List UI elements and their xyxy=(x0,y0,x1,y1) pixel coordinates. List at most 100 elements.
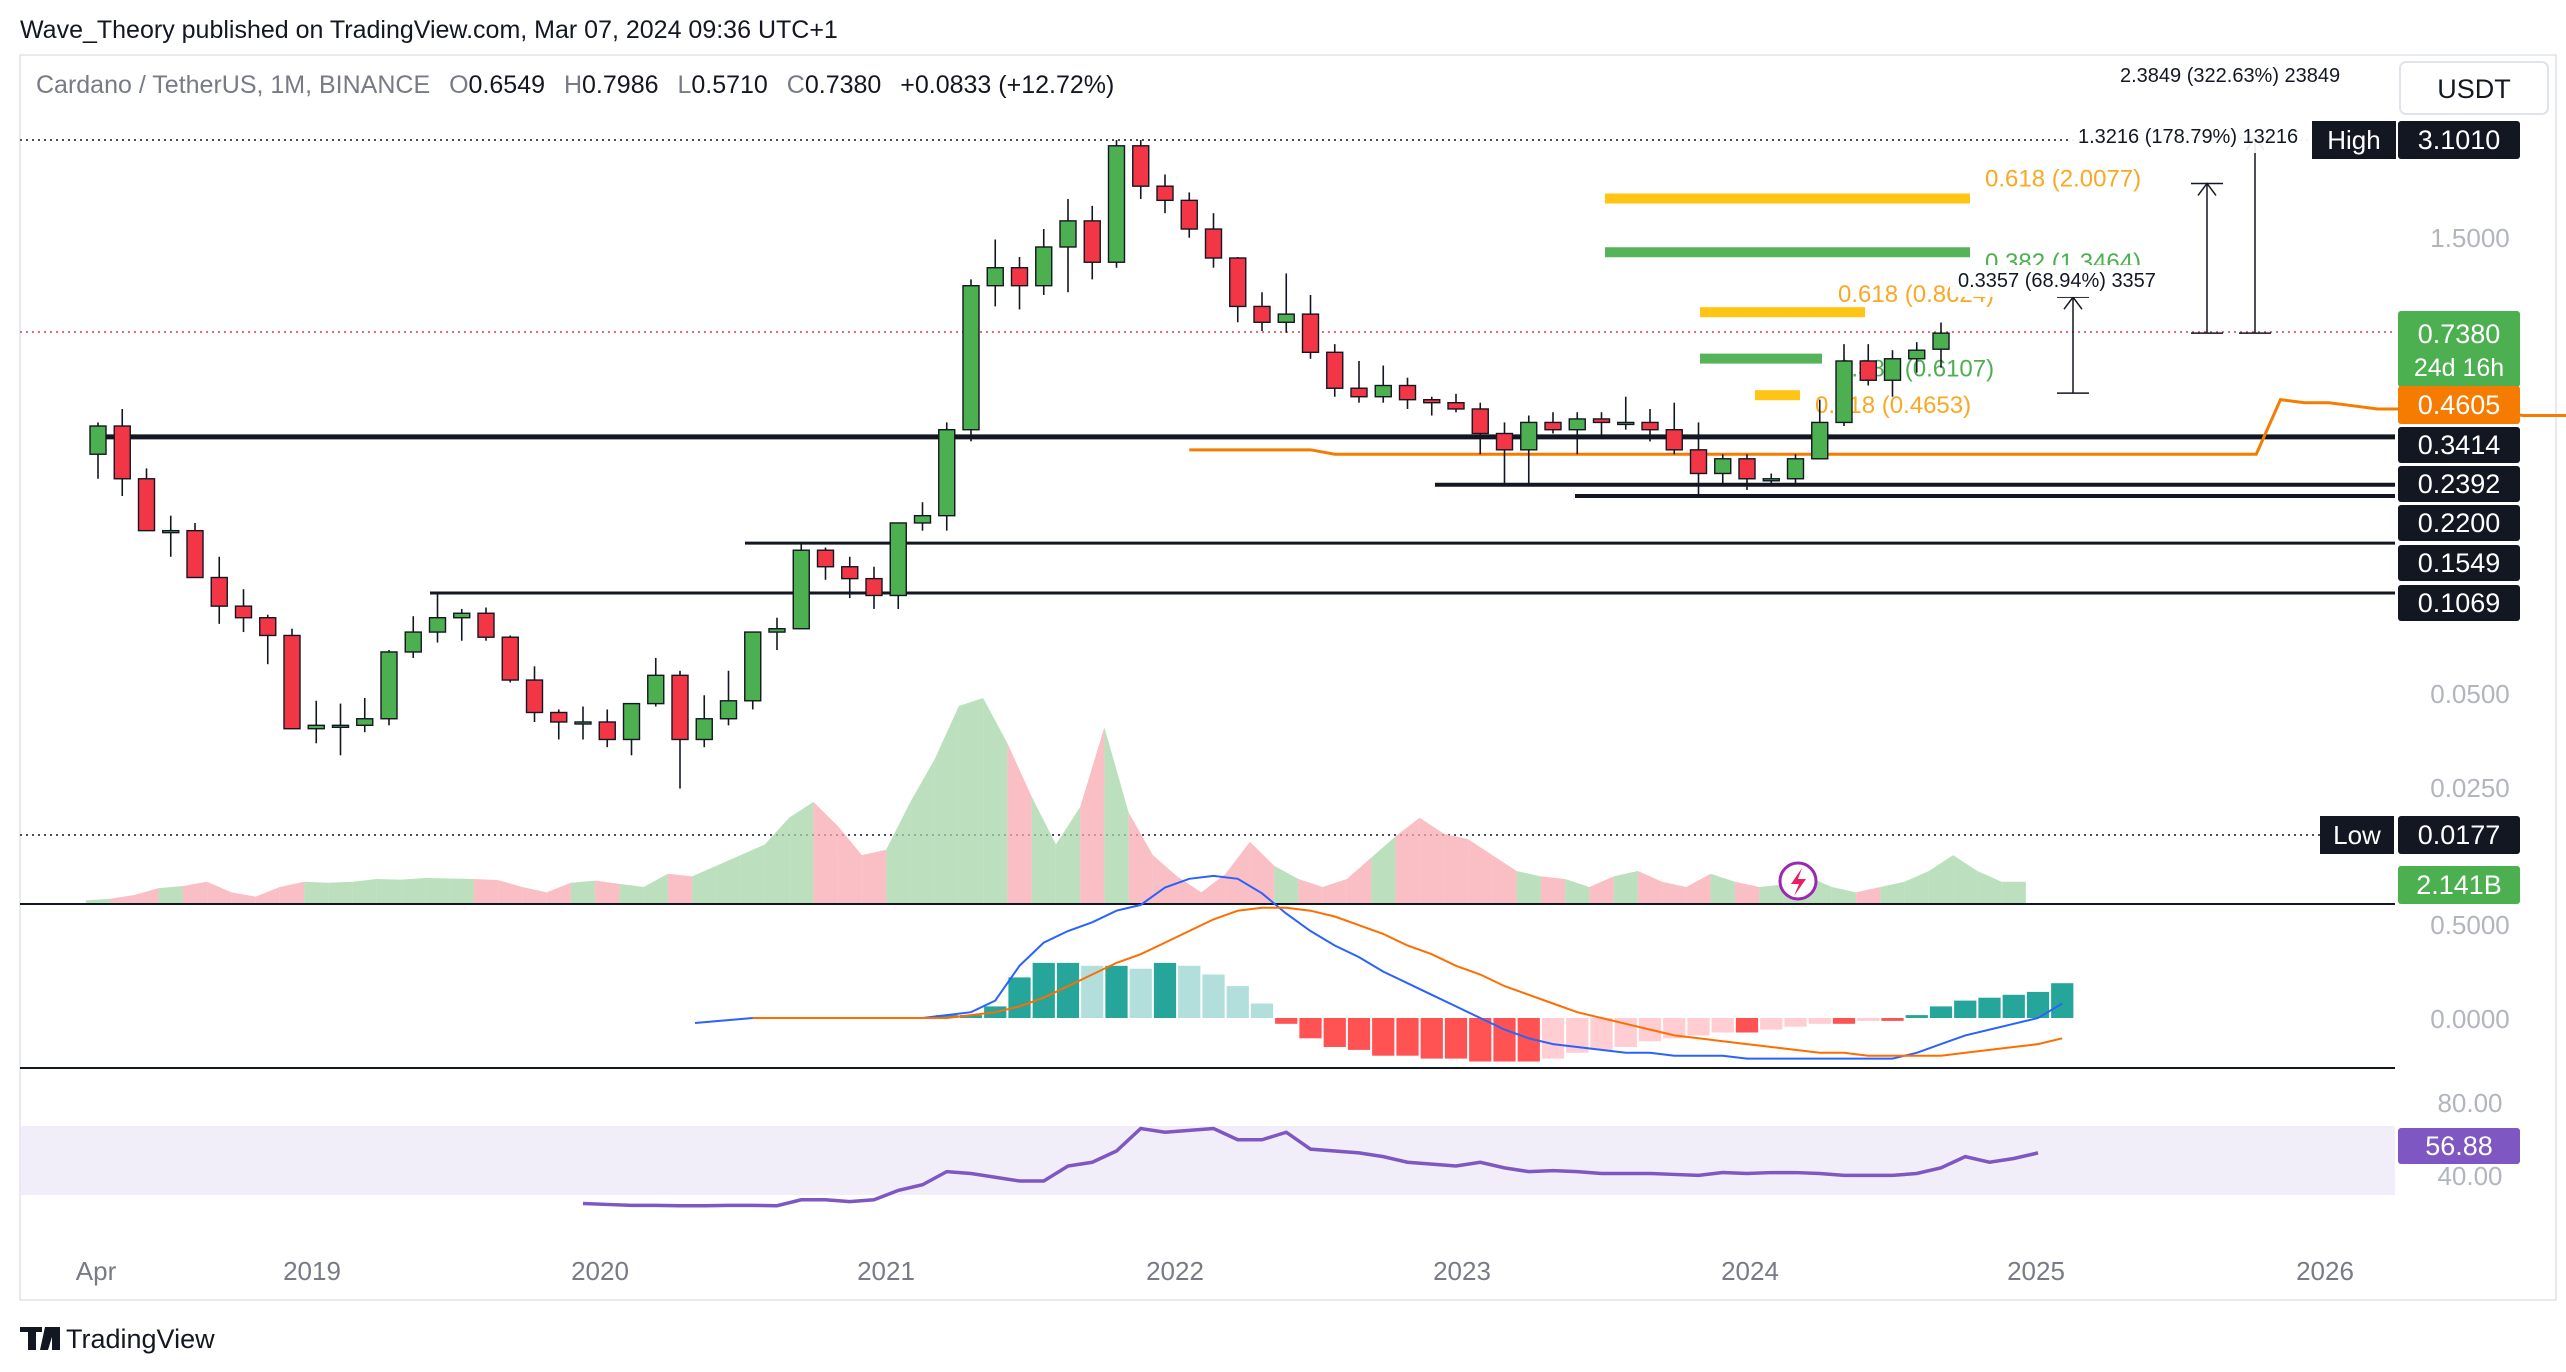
ema-path xyxy=(1189,398,2566,456)
volume-area xyxy=(401,877,426,903)
volume-area xyxy=(328,881,353,903)
candle-body xyxy=(1592,418,1611,424)
low-badge-bg xyxy=(2398,816,2520,854)
volume-area xyxy=(1977,871,2002,903)
macd-y-tick: 0.5000 xyxy=(2430,910,2510,940)
ohlc-h-value: 0.7986 xyxy=(582,71,658,99)
macd-hist-bar xyxy=(1760,1018,1783,1030)
x-axis: Apr 2019 2020 2021 2022 2023 2024 2025 2026 xyxy=(76,1256,2354,1286)
fib-line-gold xyxy=(1755,390,1800,401)
volume-area xyxy=(85,898,111,903)
candle-body xyxy=(1083,220,1101,263)
candle-body xyxy=(695,718,713,741)
volume-area xyxy=(1468,839,1493,903)
volume-area xyxy=(1177,876,1202,903)
candle-body xyxy=(865,577,883,597)
symbol-title[interactable]: Cardano / TetherUS, 1M, BINANCE O0.6549 … xyxy=(36,71,1114,99)
measure-label: 0.3357 (68.94%) 3357 xyxy=(1958,270,2156,292)
macd-hist-bar xyxy=(1275,1018,1298,1024)
volume-area xyxy=(958,697,984,903)
macd-hist-bar xyxy=(1250,1003,1274,1018)
volume-area xyxy=(1249,841,1275,903)
volume-area xyxy=(1346,857,1372,903)
x-tick-label: 2020 xyxy=(571,1256,629,1286)
lightning-icon[interactable] xyxy=(1778,861,1818,901)
rsi-y-tick: 80.00 xyxy=(2437,1088,2502,1118)
candle-body xyxy=(1035,246,1053,287)
candle-body xyxy=(1059,220,1077,248)
macd-hist-bar xyxy=(935,1015,958,1018)
candle-body xyxy=(1883,358,1902,381)
volume-area xyxy=(522,887,547,903)
macd-hist-bar xyxy=(1954,1000,1977,1018)
ohlc-l-value: 0.5710 xyxy=(691,71,767,99)
macd-hist-bar xyxy=(1493,1018,1516,1062)
volume-area xyxy=(425,877,450,903)
x-tick-label: 2025 xyxy=(2007,1256,2065,1286)
volume-area xyxy=(1928,855,1954,903)
level-badge: 0.1549 xyxy=(2418,548,2501,578)
volume-area xyxy=(910,759,935,903)
candle-body xyxy=(137,478,156,532)
volume-area xyxy=(1201,873,1226,903)
last-price-bg xyxy=(2398,311,2520,387)
candle-body xyxy=(1859,360,1877,381)
tradingview-logo[interactable]: TradingView xyxy=(20,1324,215,1354)
candle-body xyxy=(1156,185,1174,202)
candle-body xyxy=(1908,349,1926,360)
candle-body xyxy=(719,700,738,720)
measure-label-bg xyxy=(2112,60,2378,92)
volume-area xyxy=(1128,812,1153,903)
ohlc-c-label: C xyxy=(787,71,805,99)
candle-body xyxy=(210,576,228,607)
volume-area xyxy=(1710,873,1735,903)
fib-line-gold xyxy=(1700,307,1865,318)
x-tick-label: 2026 xyxy=(2296,1256,2354,1286)
candle-body xyxy=(574,721,592,725)
candle-body xyxy=(307,724,325,730)
macd-hist-bar xyxy=(1832,1018,1856,1024)
level-badge-bg xyxy=(2398,545,2520,581)
candle-body xyxy=(647,674,665,705)
candle-body xyxy=(1689,449,1708,475)
volume-area xyxy=(158,885,183,903)
volume-area xyxy=(1904,871,1929,903)
measure-label: 1.3216 (178.79%) 13216 xyxy=(2078,126,2298,148)
rsi-band xyxy=(20,1126,2395,1195)
volume-area xyxy=(1662,881,1687,903)
level-badge-bg xyxy=(2398,505,2520,541)
high-tag-bg xyxy=(2312,121,2396,159)
volume-area xyxy=(1831,887,1857,903)
volume-area xyxy=(692,865,717,903)
candle-body xyxy=(1253,305,1271,323)
x-tick-label: 2022 xyxy=(1146,1256,1204,1286)
y-tick-label: 0.0500 xyxy=(2430,679,2510,709)
volume-area xyxy=(1686,873,1711,903)
macd-hist-bar xyxy=(1711,1018,1734,1033)
volume-area xyxy=(1443,833,1469,903)
candle-body xyxy=(477,612,495,638)
level-badge-bg xyxy=(2398,427,2520,463)
macd-hist-bar xyxy=(1590,1018,1613,1050)
volume-area xyxy=(1759,884,1784,903)
macd-hist-bar xyxy=(959,1015,983,1018)
volume-badge-bg xyxy=(2398,866,2520,904)
candle-body xyxy=(1738,458,1756,480)
low-tag-bg xyxy=(2320,816,2394,854)
candle-body xyxy=(89,425,107,455)
macd-hist-bar xyxy=(1008,977,1031,1018)
volume-area xyxy=(1080,727,1105,903)
macd-hist-bar xyxy=(1396,1018,1419,1056)
candle-body xyxy=(1350,387,1368,398)
currency-button[interactable]: USDT xyxy=(2399,61,2549,115)
fib-line-gold xyxy=(1605,193,1970,204)
low-tag: Low xyxy=(2333,820,2381,850)
volume-area xyxy=(570,880,596,903)
volume-area xyxy=(861,849,887,903)
volume-area xyxy=(1492,855,1517,903)
candle-body xyxy=(1520,421,1538,451)
level-badge-bg xyxy=(2398,466,2520,502)
volume-area xyxy=(1540,876,1566,903)
x-tick-label: 2024 xyxy=(1721,1256,1779,1286)
